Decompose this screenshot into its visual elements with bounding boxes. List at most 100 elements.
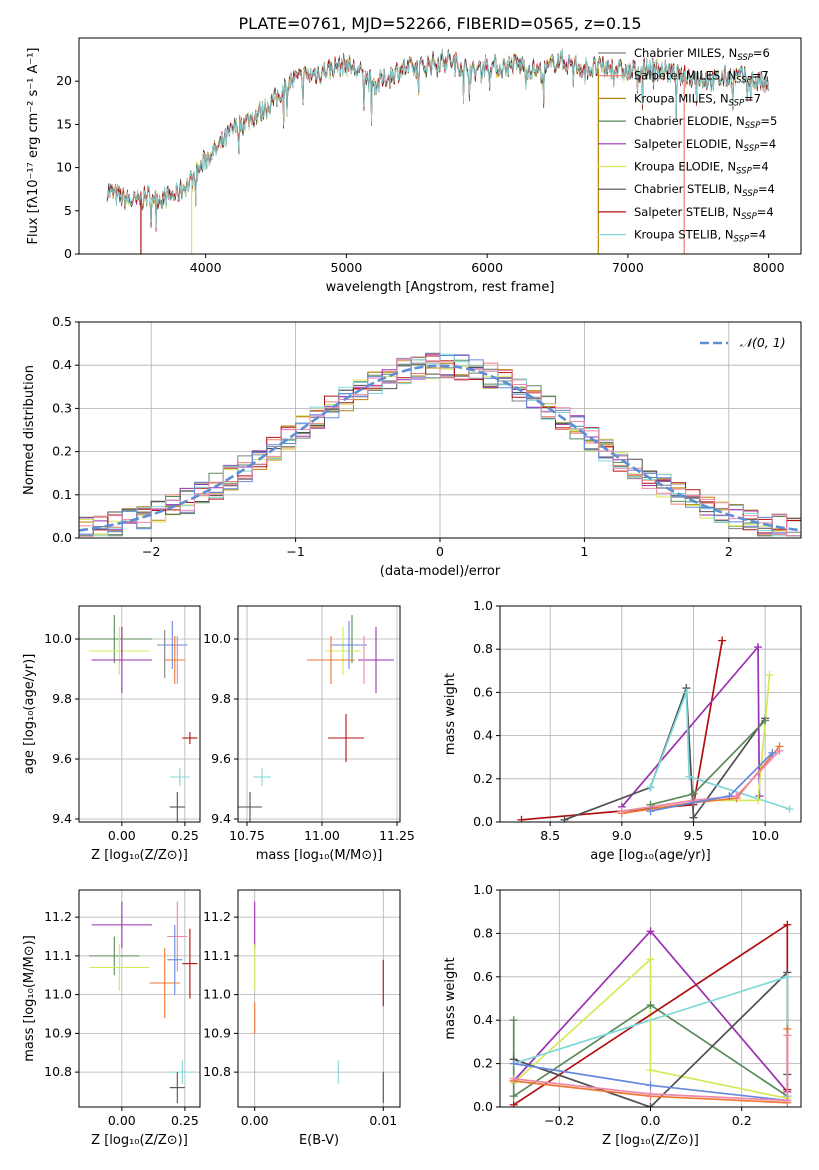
axes-frame: 0.00 0.01 10.8 10.9 11.0 11.1 11.2 E(B-V) — [203, 889, 401, 1148]
mass-weight-line — [650, 752, 773, 813]
errorbar-point — [149, 948, 180, 1018]
legend-sub: SSP — [729, 98, 745, 108]
y-tick-label: 0.8 — [473, 925, 493, 940]
y-tick-label: 10.9 — [203, 1025, 231, 1040]
legend-text: Kroupa STELIB, N — [634, 228, 734, 242]
legend-text: Kroupa ELODIE, N — [634, 160, 736, 174]
legend-entry: Kroupa MILES, NSSP=7 — [634, 91, 761, 108]
legend-tail: =7 — [744, 91, 761, 105]
x-tick-label: 0.01 — [369, 1113, 397, 1128]
errorbar-point — [164, 636, 185, 684]
legend-sub: SSP — [736, 76, 752, 86]
y-tick-label: 0.6 — [473, 684, 493, 699]
x-tick-label: 0.0 — [641, 1113, 661, 1128]
y-tick-label: 0.3 — [52, 400, 72, 415]
y-axis-label: mass [log₁₀(M/M⊙)] — [22, 935, 37, 1062]
axes-border — [78, 889, 201, 1108]
y-tick-label: 10.8 — [203, 1064, 231, 1079]
legend-entry: Chabrier STELIB, NSSP=4 — [634, 182, 775, 199]
x-axis-label: Z [log₁₀(Z/Z⊙)] — [91, 848, 188, 863]
errorbar-point — [169, 768, 190, 786]
legend-entry: Salpeter MILES, NSSP=7 — [634, 69, 769, 86]
legend-text: Salpeter MILES, N — [634, 69, 736, 83]
mass-weight-line — [650, 719, 766, 806]
mass-weight-line — [513, 1035, 789, 1102]
errorbar-point — [167, 924, 183, 995]
axes-frame: 8.5 9.0 9.5 10.0 0.0 0.2 0.4 0.6 0.8 1.0 age [log₁… — [443, 598, 802, 863]
errorbar-point — [331, 621, 367, 669]
x-tick-label: −1 — [286, 544, 304, 559]
x-tick-label: 0.00 — [241, 1113, 269, 1128]
y-axis-label: Normed distribution — [22, 365, 37, 495]
x-tick-label: 0 — [436, 544, 444, 559]
y-tick-label: 0 — [64, 246, 72, 261]
x-tick-label: 11.00 — [304, 828, 340, 843]
legend-entry: 𝒩(0, 1) — [740, 335, 786, 350]
y-tick-label: 9.6 — [211, 751, 231, 766]
x-tick-label: 8.5 — [540, 828, 560, 843]
errorbar-point — [253, 768, 271, 786]
y-tick-label: 11.1 — [203, 948, 231, 963]
panel-spectrum: 4000 5000 6000 7000 8000 0 5 10 15 20 wavelength [… — [26, 37, 802, 295]
errorbar-point — [182, 928, 198, 999]
panel-age-vs-Z: 0.00 0.25 9.4 9.6 9.8 10.0 Z [log₁₀(Z/Z⊙)] age … — [22, 605, 201, 863]
normal-curve — [79, 364, 801, 532]
panel-mass-vs-ebv: 0.00 0.01 10.8 10.9 11.0 11.1 11.2 E(B-V) — [203, 889, 401, 1148]
y-tick-label: 5 — [64, 203, 72, 218]
y-tick-label: 0.8 — [473, 641, 493, 656]
y-tick-label: 0.2 — [473, 771, 493, 786]
y-tick-label: 10.8 — [44, 1064, 72, 1079]
legend-entry: Salpeter STELIB, NSSP=4 — [634, 205, 774, 222]
legend-entry: Salpeter ELODIE, NSSP=4 — [634, 137, 776, 154]
legend-tail: =6 — [753, 46, 770, 60]
plot-area-age-vs-Z — [79, 615, 198, 822]
y-tick-label: 15 — [56, 116, 72, 131]
axes-border — [237, 889, 401, 1108]
legend-entry: Chabrier ELODIE, NSSP=5 — [634, 114, 777, 131]
x-tick-label: 4000 — [190, 260, 222, 275]
errorbar-point — [328, 714, 364, 762]
x-tick-label: 0.25 — [171, 1113, 199, 1128]
x-tick-label: 0.2 — [732, 1113, 752, 1128]
axes-frame: −0.2 0.0 0.2 0.0 0.2 0.4 0.6 0.8 1.0 Z [log₁₀(Z/Z… — [443, 882, 802, 1148]
x-tick-label: 10.0 — [751, 828, 779, 843]
y-tick-label: 9.4 — [211, 811, 231, 826]
y-tick-label: 10.0 — [203, 631, 231, 646]
x-axis-label: Z [log₁₀(Z/Z⊙)] — [91, 1133, 188, 1148]
y-tick-label: 9.6 — [52, 751, 72, 766]
y-tick-label: 10.9 — [44, 1025, 72, 1040]
legend-tail: =4 — [758, 182, 775, 196]
y-tick-label: 20 — [56, 73, 72, 88]
legend-text: Chabrier MILES, N — [634, 46, 737, 60]
axes-frame: 4000 5000 6000 7000 8000 0 5 10 15 20 wavelength [… — [26, 37, 802, 295]
legend-sub: SSP — [744, 144, 760, 154]
legend-tail: =7 — [752, 69, 769, 83]
x-axis-label: Z [log₁₀(Z/Z⊙)] — [602, 1133, 699, 1148]
x-tick-label: 1 — [580, 544, 588, 559]
errorbar-point — [167, 901, 188, 972]
x-tick-label: 10.75 — [229, 828, 265, 843]
y-tick-label: 0.0 — [473, 814, 493, 829]
panel-mass-weight-vs-Z: −0.2 0.0 0.2 0.0 0.2 0.4 0.6 0.8 1.0 Z [log₁₀(Z/Z… — [443, 882, 802, 1148]
legend-text: Salpeter STELIB, N — [634, 205, 741, 219]
panel-mass-weight-vs-age: 8.5 9.0 9.5 10.0 0.0 0.2 0.4 0.6 0.8 1.0 age [log₁… — [443, 598, 802, 863]
mass-weight-line — [649, 692, 790, 810]
errorbar-point — [325, 627, 361, 675]
legend-tail: =4 — [757, 205, 774, 219]
x-tick-label: −0.2 — [544, 1113, 574, 1128]
legend-entry: Kroupa ELODIE, NSSP=4 — [634, 160, 769, 177]
legend-tail: =4 — [749, 228, 766, 242]
legend-sub: SSP — [745, 121, 761, 131]
legend-entry: Chabrier MILES, NSSP=6 — [634, 46, 770, 63]
histogram-step — [79, 356, 801, 537]
legend: 𝒩(0, 1) — [700, 335, 786, 350]
legend-sub: SSP — [734, 235, 750, 245]
errorbar-point — [169, 1072, 185, 1104]
x-tick-label: 5000 — [331, 260, 363, 275]
y-tick-label: 11.0 — [44, 987, 72, 1002]
legend-text: Salpeter ELODIE, N — [634, 137, 744, 151]
y-tick-label: 9.8 — [52, 691, 72, 706]
